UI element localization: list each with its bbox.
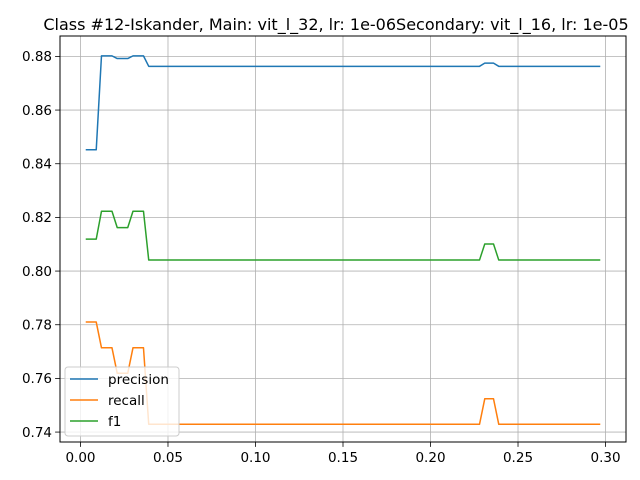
- y-tick-label: 0.88: [22, 49, 52, 65]
- y-tick-label: 0.78: [22, 318, 52, 334]
- legend-box: [64, 366, 180, 437]
- x-axis: 0.00 0.05 0.10 0.15 0.20 0.25 0.30: [65, 442, 621, 466]
- y-tick-label: 0.76: [22, 371, 52, 387]
- series-line-precision: [85, 55, 601, 151]
- y-tick-label: 0.84: [22, 157, 52, 173]
- chart-title: Class #12-Iskander, Main: vit_l_32, lr: …: [43, 15, 628, 35]
- legend-label-precision: precision: [108, 372, 169, 388]
- y-tick-label: 0.86: [22, 103, 52, 119]
- x-tick-label: 0.20: [415, 450, 445, 466]
- x-tick-label: 0.00: [65, 450, 95, 466]
- legend-label-f1: f1: [108, 414, 121, 430]
- x-tick-label: 0.15: [328, 450, 358, 466]
- x-tick-label: 0.05: [153, 450, 183, 466]
- x-tick-label: 0.30: [590, 450, 620, 466]
- legend: precision recall f1: [64, 366, 180, 437]
- y-axis: 0.74 0.76 0.78 0.80 0.82 0.84 0.86 0.88: [22, 49, 60, 441]
- x-tick-label: 0.25: [503, 450, 533, 466]
- x-tick-label: 0.10: [240, 450, 270, 466]
- series-line-f1: [85, 210, 601, 261]
- legend-label-recall: recall: [108, 393, 145, 409]
- y-tick-label: 0.74: [22, 425, 52, 441]
- y-tick-label: 0.80: [22, 264, 52, 280]
- y-tick-label: 0.82: [22, 210, 52, 226]
